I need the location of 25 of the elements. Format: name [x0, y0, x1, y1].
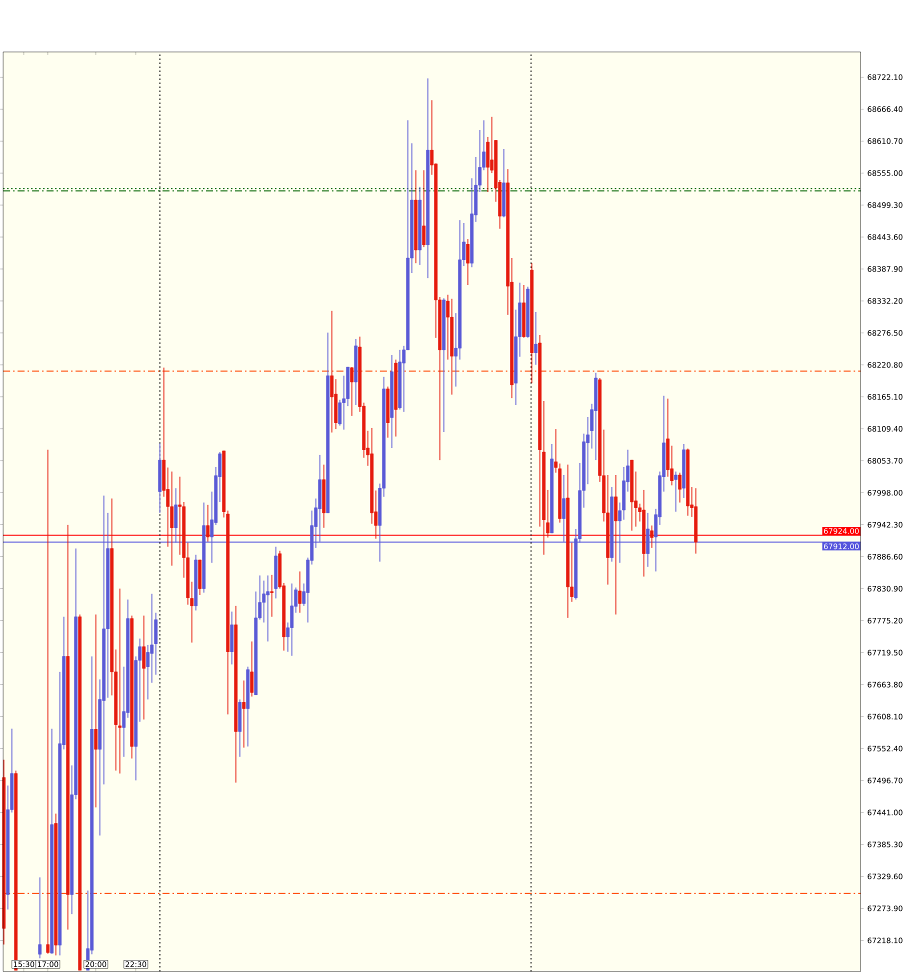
- candlestick: [674, 471, 678, 512]
- candlestick: [94, 614, 98, 808]
- candlestick: [142, 615, 146, 720]
- candlestick: [206, 504, 210, 542]
- candlestick: [350, 366, 354, 416]
- candlestick: [146, 644, 150, 700]
- candlestick: [178, 476, 182, 556]
- candlestick: [266, 574, 270, 642]
- candlestick: [466, 238, 470, 286]
- candlestick: [38, 876, 42, 959]
- candlestick: [118, 588, 122, 774]
- candlestick: [242, 680, 246, 748]
- candlestick: [338, 399, 342, 426]
- candlestick: [46, 449, 50, 954]
- candlestick: [170, 471, 174, 566]
- candlestick: [534, 312, 538, 366]
- candlestick: [446, 294, 450, 360]
- candlestick: [250, 641, 254, 697]
- candlestick: [270, 574, 274, 618]
- candlestick: [678, 472, 682, 503]
- candlestick: [650, 525, 654, 548]
- candlestick: [298, 570, 302, 614]
- candlestick: [330, 310, 334, 433]
- candlestick: [290, 583, 294, 656]
- candlestick: [422, 170, 426, 248]
